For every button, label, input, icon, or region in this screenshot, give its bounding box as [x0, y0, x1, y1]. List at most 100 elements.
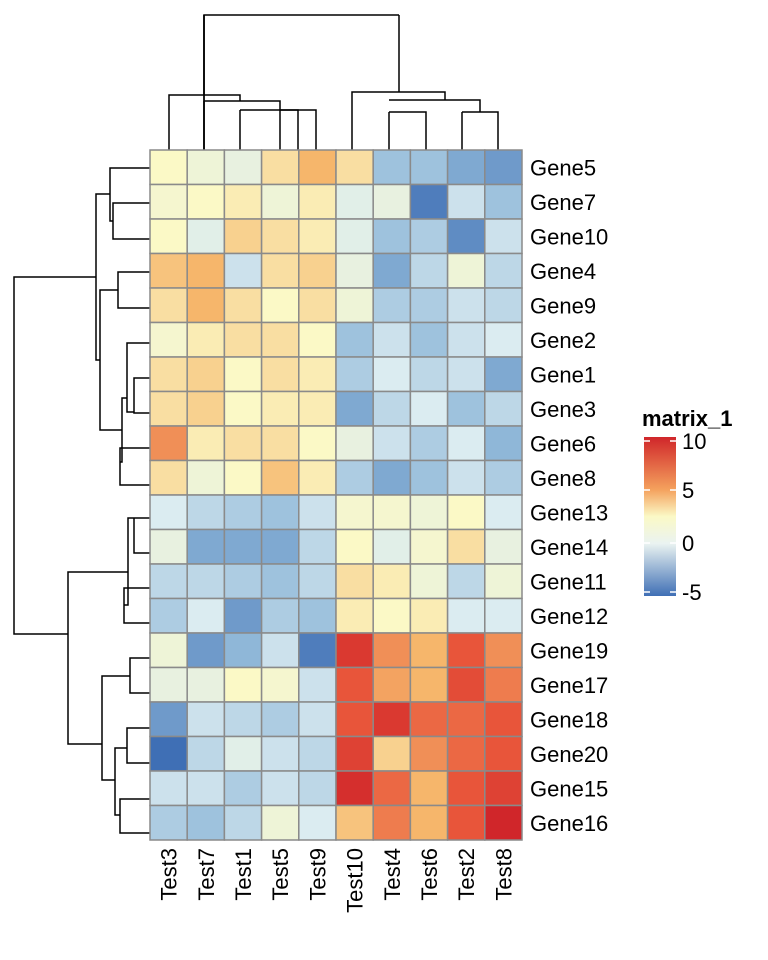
- heatmap-cell-Gene4-Test3: [149, 252, 188, 289]
- heatmap-cell-Gene1-Test10: [335, 356, 374, 393]
- heatmap-cell-Gene17-Test9: [298, 666, 337, 703]
- column-labels: Test3 Test7 Test1 Test5 Test9 Test10 Test4 Test…: [157, 848, 517, 913]
- heatmap-cell-Gene10-Test5: [260, 218, 300, 255]
- heatmap-cell-Gene12-Test1: [223, 597, 263, 634]
- column-label: Test9: [305, 848, 330, 901]
- heatmap-cell-Gene20-Test1: [223, 735, 263, 772]
- heatmap-cell-Gene9-Test5: [260, 287, 300, 324]
- heatmap-cell-Gene10-Test9: [298, 218, 337, 255]
- heatmap-cell-Gene14-Test5: [260, 528, 300, 565]
- heatmap-cell-Gene14-Test10: [335, 528, 374, 565]
- heatmap-cell-Gene19-Test5: [260, 632, 300, 669]
- heatmap-cell-Gene1-Test2: [446, 356, 486, 393]
- heatmap-cell-Gene20-Test3: [149, 735, 188, 772]
- heatmap-cell-Gene4-Test2: [446, 252, 486, 289]
- heatmap-cell-Gene1-Test7: [186, 356, 226, 393]
- heatmap-cell-Gene2-Test4: [372, 321, 412, 358]
- heatmap-cell-Gene3-Test3: [149, 390, 188, 427]
- row-label: Gene20: [530, 742, 608, 767]
- heatmap-cell-Gene15-Test10: [335, 770, 374, 807]
- row-label: Gene11: [530, 569, 607, 594]
- row-label: Gene8: [530, 466, 596, 491]
- column-label: Test7: [194, 848, 219, 901]
- column-label: Test2: [454, 848, 479, 901]
- column-label: Test1: [231, 848, 256, 901]
- heatmap-cell-Gene13-Test8: [484, 494, 523, 531]
- heatmap-cell-Gene20-Test6: [409, 735, 449, 772]
- heatmap-cell-Gene2-Test3: [149, 321, 188, 358]
- column-label: Test4: [380, 848, 405, 901]
- heatmap-cell-Gene6-Test1: [223, 425, 263, 462]
- heatmap-cell-Gene19-Test10: [335, 632, 374, 669]
- heatmap-cell-Gene12-Test9: [298, 597, 337, 634]
- heatmap-cell-Gene14-Test7: [186, 528, 226, 565]
- column-label: Test6: [417, 848, 442, 901]
- heatmap-cell-Gene3-Test2: [446, 390, 486, 427]
- heatmap-cell-Gene3-Test9: [298, 390, 337, 427]
- heatmap-cell-Gene11-Test4: [372, 563, 412, 600]
- heatmap-cell-Gene6-Test4: [372, 425, 412, 462]
- heatmap-cell-Gene19-Test8: [484, 632, 523, 669]
- heatmap-cell-Gene7-Test1: [223, 183, 263, 220]
- heatmap-cell-Gene5-Test7: [186, 149, 226, 186]
- heatmap-cell-Gene16-Test4: [372, 804, 412, 841]
- heatmap-cell-Gene13-Test1: [223, 494, 263, 531]
- heatmap-cell-Gene20-Test5: [260, 735, 300, 772]
- heatmap-cell-Gene20-Test7: [186, 735, 226, 772]
- row-label: Gene12: [530, 604, 608, 629]
- heatmap-cell-Gene13-Test6: [409, 494, 449, 531]
- heatmap-cell-Gene2-Test6: [409, 321, 449, 358]
- heatmap-cell-Gene11-Test10: [335, 563, 374, 600]
- heatmap-cell-Gene11-Test2: [446, 563, 486, 600]
- heatmap-cell-Gene4-Test1: [223, 252, 263, 289]
- row-label: Gene5: [530, 155, 596, 180]
- heatmap-cell-Gene12-Test5: [260, 597, 300, 634]
- heatmap-cell-Gene3-Test6: [409, 390, 449, 427]
- heatmap-cell-Gene15-Test2: [446, 770, 486, 807]
- heatmap-cell-Gene10-Test1: [223, 218, 263, 255]
- heatmap-cell-Gene7-Test3: [149, 183, 188, 220]
- color-legend: matrix_1 10 5 0 -5: [642, 406, 733, 605]
- heatmap-cell-Gene15-Test1: [223, 770, 263, 807]
- heatmap-cell-Gene3-Test4: [372, 390, 412, 427]
- row-label: Gene19: [530, 638, 608, 663]
- heatmap-cell-Gene4-Test4: [372, 252, 412, 289]
- legend-tick-label: 0: [682, 531, 694, 556]
- heatmap-cell-Gene1-Test8: [484, 356, 523, 393]
- heatmap-cell-Gene14-Test1: [223, 528, 263, 565]
- heatmap-cell-Gene3-Test1: [223, 390, 263, 427]
- heatmap-cell-Gene20-Test9: [298, 735, 337, 772]
- heatmap-cell-Gene9-Test1: [223, 287, 263, 324]
- heatmap-cell-Gene6-Test9: [298, 425, 337, 462]
- heatmap-cell-Gene2-Test9: [298, 321, 337, 358]
- heatmap-cell-Gene19-Test2: [446, 632, 486, 669]
- heatmap-cell-Gene14-Test8: [484, 528, 523, 565]
- heatmap-cell-Gene14-Test9: [298, 528, 337, 565]
- row-label: Gene2: [530, 328, 596, 353]
- heatmap-cell-Gene20-Test2: [446, 735, 486, 772]
- heatmap-cell-Gene5-Test3: [149, 149, 188, 186]
- heatmap-cell-Gene9-Test8: [484, 287, 523, 324]
- heatmap-cell-Gene16-Test2: [446, 804, 486, 841]
- heatmap-cell-Gene18-Test7: [186, 701, 226, 738]
- heatmap-cell-Gene8-Test10: [335, 459, 374, 496]
- heatmap-cell-Gene19-Test1: [223, 632, 263, 669]
- heatmap-cell-Gene13-Test9: [298, 494, 337, 531]
- heatmap-cell-Gene16-Test6: [409, 804, 449, 841]
- heatmap-cell-Gene17-Test3: [149, 666, 188, 703]
- heatmap-cell-Gene9-Test3: [149, 287, 188, 324]
- heatmap-cell-Gene5-Test2: [446, 149, 486, 186]
- heatmap-cell-Gene12-Test6: [409, 597, 449, 634]
- row-labels: Gene5 Gene7 Gene10 Gene4 Gene9 Gene2 Gene1 Gene…: [530, 155, 608, 836]
- heatmap-cell-Gene7-Test10: [335, 183, 374, 220]
- heatmap-cell-Gene18-Test1: [223, 701, 263, 738]
- heatmap-cell-Gene7-Test2: [446, 183, 486, 220]
- column-label: Test10: [343, 848, 368, 913]
- heatmap-cell-Gene10-Test10: [335, 218, 374, 255]
- heatmap-cell-Gene6-Test5: [260, 425, 300, 462]
- heatmap-cell-Gene8-Test5: [260, 459, 300, 496]
- heatmap-cell-Gene5-Test6: [409, 149, 449, 186]
- heatmap-cells: [149, 149, 523, 841]
- heatmap-cell-Gene17-Test4: [372, 666, 412, 703]
- row-label: Gene15: [530, 776, 608, 801]
